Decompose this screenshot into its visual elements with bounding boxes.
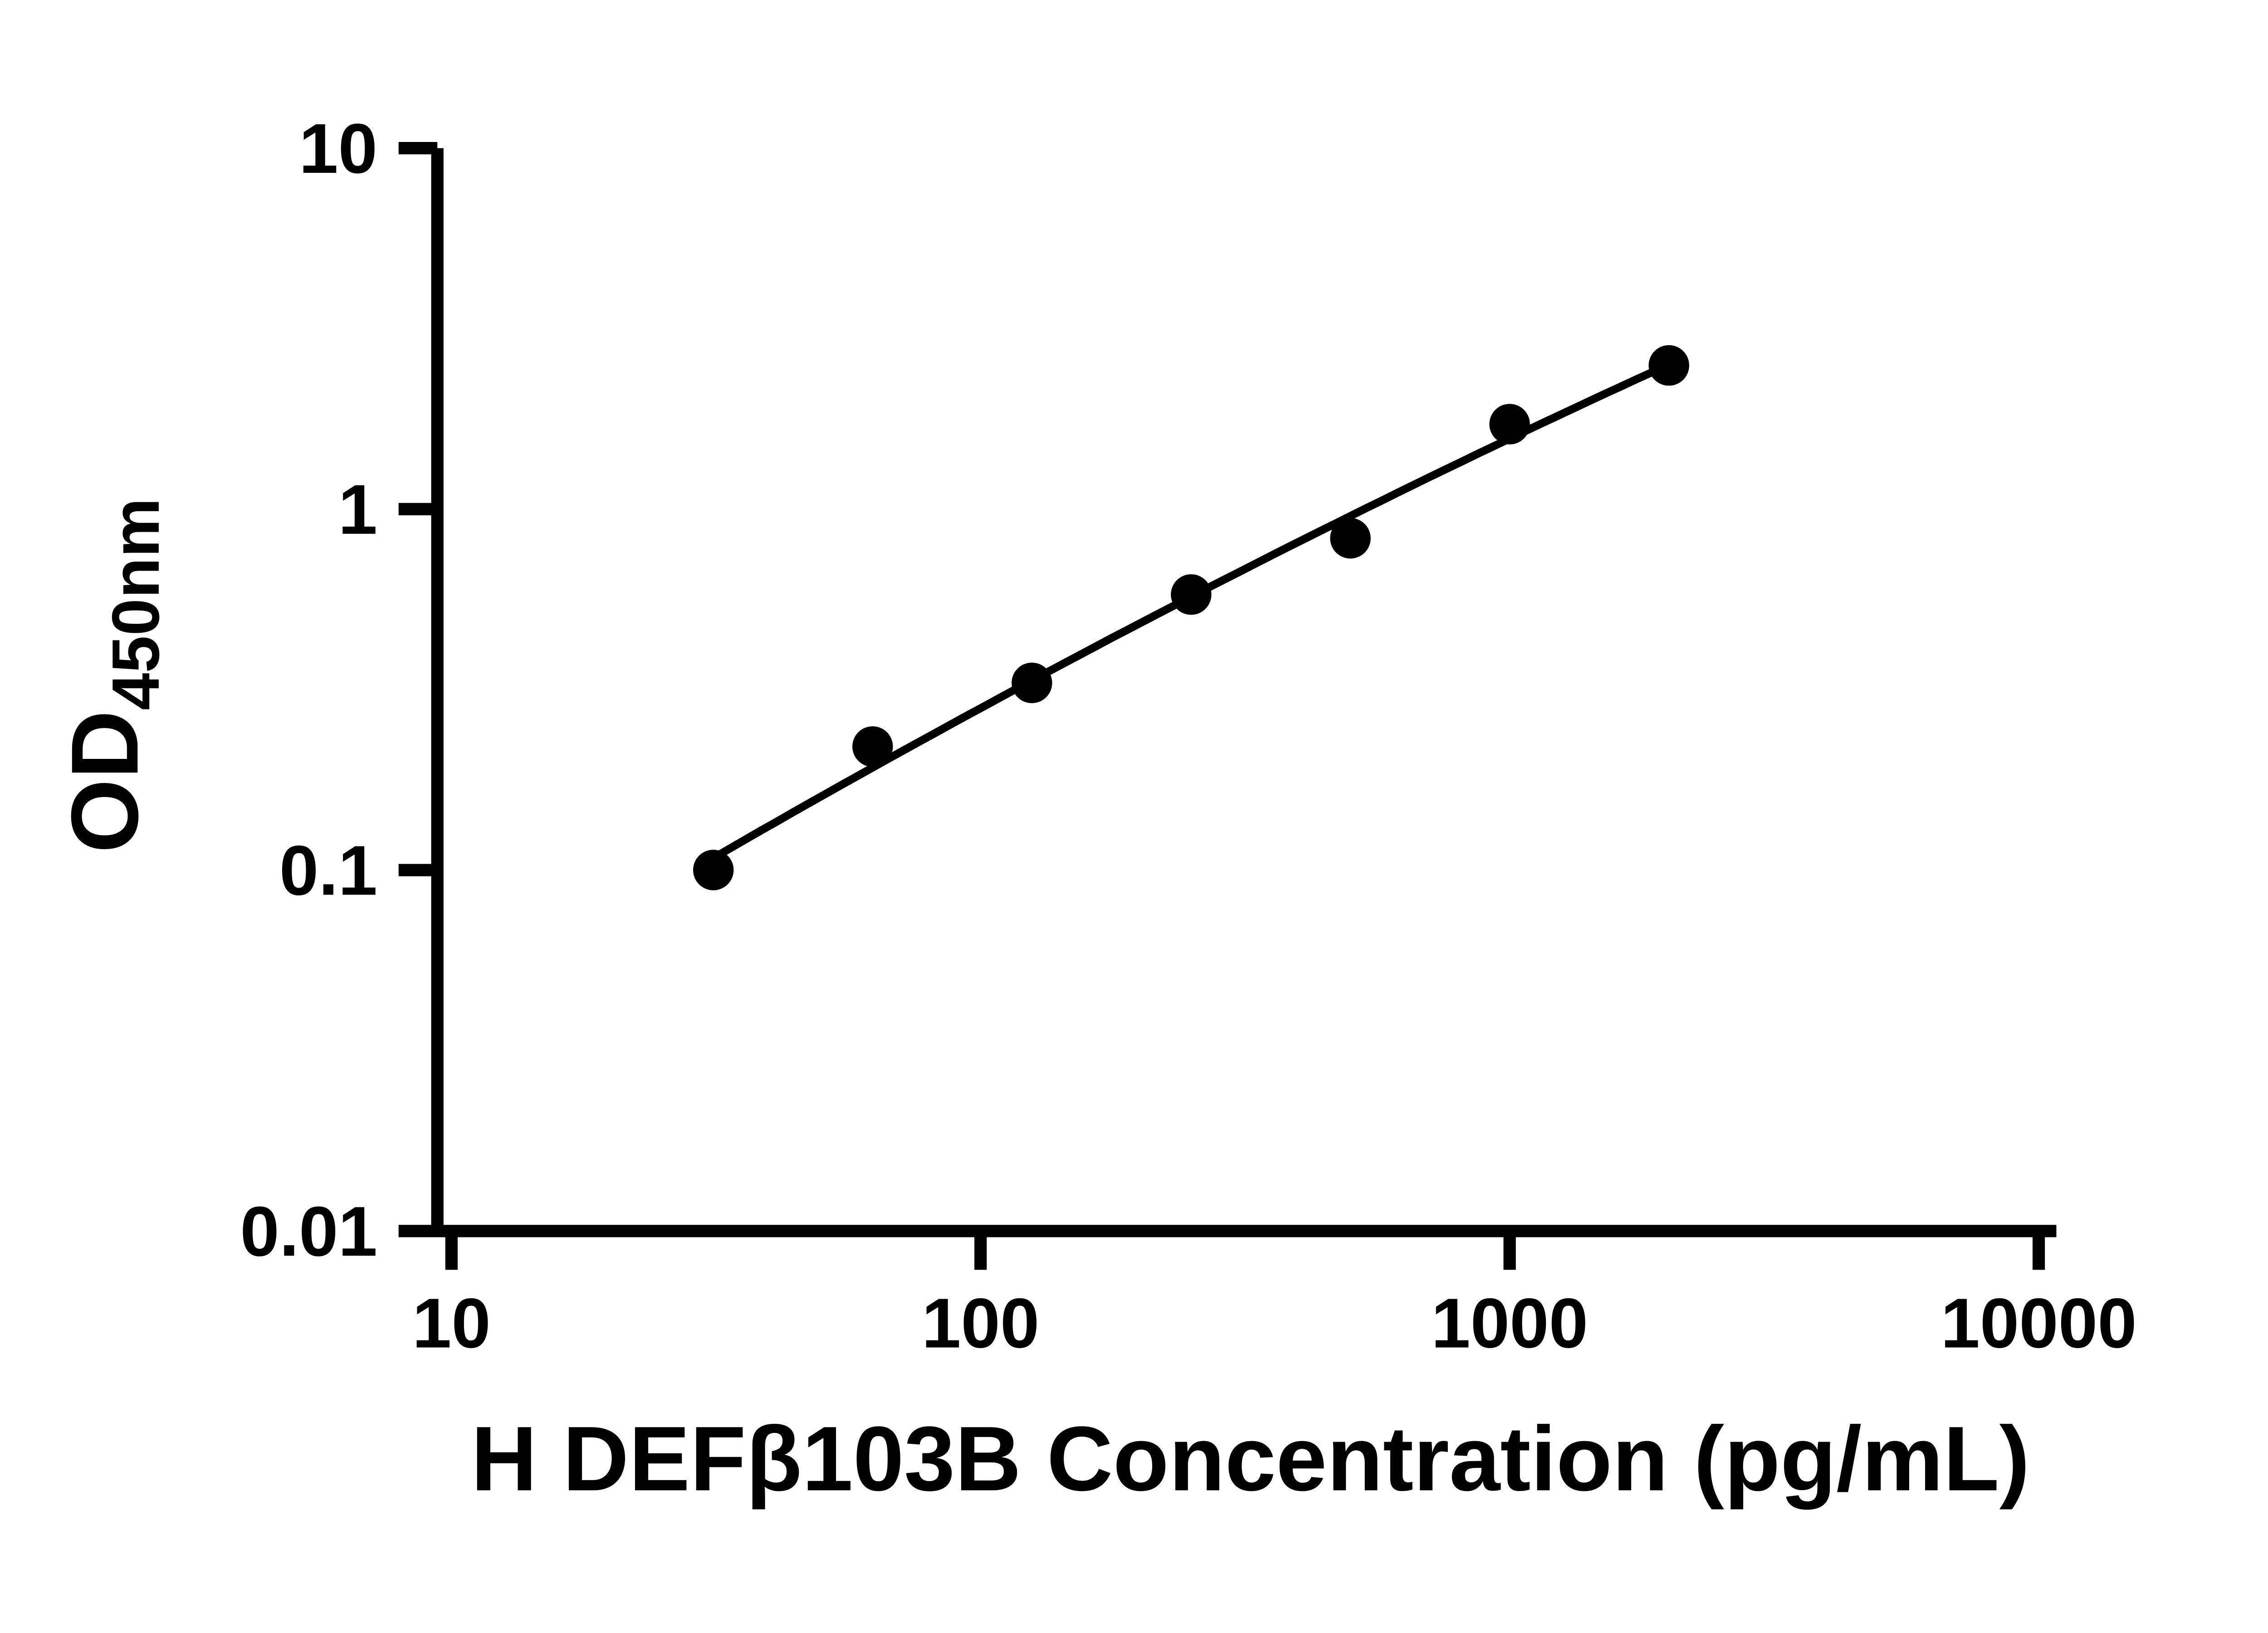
data-point	[693, 850, 734, 890]
elisa-standard-curve-chart: 0.01 0.1 1 10 10 100 1000 10000 H DEFβ103B Conc…	[52, 109, 2137, 1510]
y-axis-label-sub: 450nm	[98, 498, 173, 710]
data-point	[852, 726, 893, 767]
standard-curve-figure: 0.01 0.1 1 10 10 100 1000 10000 H DEFβ103B Conc…	[52, 109, 2137, 1510]
x-tick-label: 10000	[1941, 1283, 2136, 1362]
data-point	[1012, 662, 1052, 704]
y-tick-label: 1	[338, 470, 378, 549]
y-tick-label: 0.1	[279, 831, 377, 910]
axes	[431, 148, 2057, 1237]
data-point	[1171, 574, 1212, 615]
y-tick-label: 0.01	[240, 1192, 377, 1271]
x-tick-label: 1000	[1431, 1283, 1588, 1362]
x-tick-label: 10	[412, 1283, 491, 1362]
y-tick-label: 10	[299, 109, 377, 188]
x-axis-label: H DEFβ103B Concentration (pg/mL)	[471, 1407, 2030, 1510]
data-point	[1489, 404, 1530, 445]
y-axis-label: OD450nm	[52, 498, 173, 853]
plot-area: 0.01 0.1 1 10 10 100 1000 10000	[240, 109, 2136, 1362]
data-point	[1330, 518, 1371, 559]
y-axis-label-main: OD	[52, 710, 158, 853]
x-tick-label: 100	[922, 1283, 1039, 1362]
data-point	[1648, 345, 1689, 386]
